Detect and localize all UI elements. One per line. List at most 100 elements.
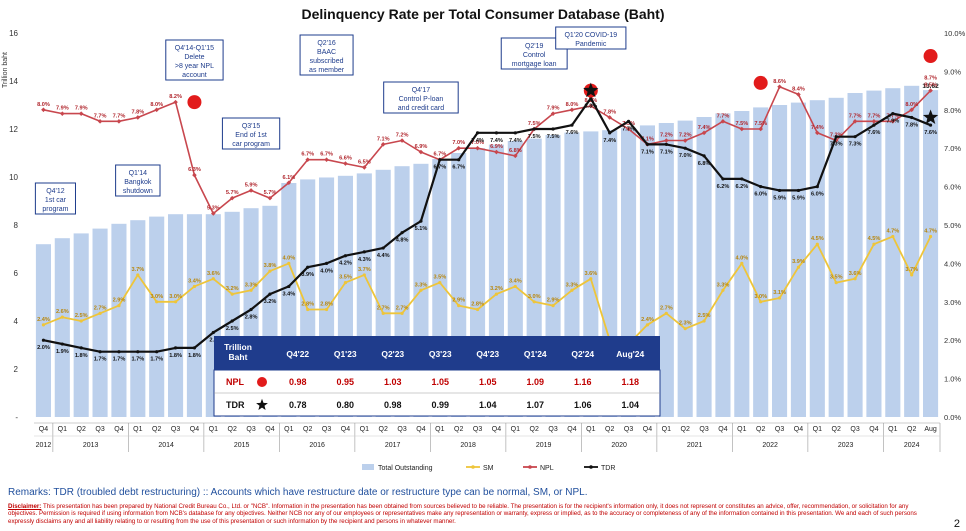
bar-total-outstanding bbox=[130, 220, 146, 417]
x-tick-label: Q4 bbox=[718, 426, 727, 433]
data-label-tdr: 7.9% bbox=[886, 119, 899, 125]
data-label-npl: 6.6% bbox=[339, 156, 352, 162]
data-point-sm bbox=[306, 307, 310, 312]
data-point-npl bbox=[154, 107, 159, 113]
right-axis-tick: 9.0% bbox=[944, 67, 961, 76]
annotation-text: BAAC bbox=[317, 49, 336, 56]
data-point-tdr bbox=[872, 123, 876, 127]
data-label-npl: 7.7% bbox=[849, 113, 862, 119]
data-point-npl bbox=[343, 161, 348, 166]
data-point-npl bbox=[909, 107, 914, 113]
x-year-label: 2018 bbox=[460, 442, 476, 449]
data-point-npl bbox=[815, 130, 820, 136]
data-label-sm: 3.4% bbox=[509, 278, 522, 284]
data-label-tdr: 4.0% bbox=[320, 268, 333, 274]
data-label-tdr: 5.1% bbox=[415, 226, 428, 232]
legend-marker-tdr bbox=[589, 465, 593, 469]
data-label-sm: 3.0% bbox=[754, 294, 767, 300]
tdr-star-icon bbox=[583, 82, 599, 98]
data-point-npl bbox=[739, 126, 745, 132]
data-label-tdr: 7.4% bbox=[471, 138, 484, 144]
data-point-tdr bbox=[834, 135, 838, 139]
tdr-star-icon bbox=[256, 398, 268, 410]
annotation-text: Q4'14-Q1'15 bbox=[175, 45, 214, 52]
data-point-sm bbox=[249, 288, 253, 292]
x-tick-label: Q2 bbox=[303, 426, 312, 433]
annotation-text: 1st car bbox=[45, 197, 67, 204]
data-label-tdr: 7.6% bbox=[566, 130, 579, 136]
data-label-tdr: 4.3% bbox=[358, 257, 371, 263]
data-point-sm bbox=[834, 281, 838, 285]
data-label-tdr: 4.8% bbox=[396, 238, 409, 244]
data-point-npl bbox=[248, 188, 254, 193]
right-axis-tick: 0.0% bbox=[944, 413, 961, 422]
data-label-sm: 3.2% bbox=[490, 286, 503, 292]
chart-title: Delinquency Rate per Total Consumer Data… bbox=[301, 6, 665, 22]
x-tick-label: Q2 bbox=[756, 426, 765, 433]
data-point-npl bbox=[758, 126, 763, 132]
bar-total-outstanding bbox=[809, 100, 825, 417]
data-point-npl bbox=[399, 138, 405, 143]
table-cell: 0.98 bbox=[289, 377, 307, 387]
right-axis-tick: 6.0% bbox=[944, 183, 961, 192]
data-label-npl: 6.7% bbox=[320, 152, 333, 158]
bar-total-outstanding bbox=[73, 233, 89, 417]
data-point-tdr bbox=[759, 185, 763, 189]
data-label-sm: 2.6% bbox=[56, 309, 69, 315]
data-point-npl bbox=[116, 119, 122, 124]
data-label-tdr: 7.4% bbox=[603, 138, 616, 144]
bar-total-outstanding bbox=[885, 88, 901, 417]
left-axis-tick: 4 bbox=[14, 317, 19, 326]
data-label-npl: 7.4% bbox=[811, 125, 824, 131]
data-point-tdr bbox=[41, 338, 46, 342]
data-point-sm bbox=[173, 300, 178, 304]
data-point-tdr bbox=[457, 158, 461, 162]
bar-total-outstanding bbox=[904, 85, 920, 418]
x-year-label: 2012 bbox=[36, 442, 52, 449]
table-cell: 0.99 bbox=[431, 400, 449, 410]
data-point-sm bbox=[324, 307, 329, 312]
legend-label: Total Outstanding bbox=[378, 465, 433, 472]
data-label-npl: 5.7% bbox=[264, 190, 277, 196]
table-cell: 0.78 bbox=[289, 400, 307, 410]
data-label-sm: 2.8% bbox=[471, 301, 484, 307]
table-corner-label: Trillion bbox=[224, 342, 252, 352]
data-point-tdr bbox=[230, 319, 234, 323]
x-tick-label: Q2 bbox=[152, 426, 161, 433]
x-tick-label: Q1 bbox=[284, 426, 293, 433]
npl-marker-icon bbox=[753, 75, 768, 90]
bar-total-outstanding bbox=[923, 90, 939, 418]
x-tick-label: Q2 bbox=[681, 426, 690, 433]
table-cell: 1.09 bbox=[526, 377, 544, 387]
annotation-text: mortgage loan bbox=[512, 61, 557, 68]
table-column-header: Q1'24 bbox=[524, 349, 547, 359]
annotation-text: and credit card bbox=[398, 105, 444, 112]
data-label-sm: 2.4% bbox=[37, 317, 50, 323]
x-tick-label: Q4 bbox=[869, 426, 878, 433]
x-tick-label: Q4 bbox=[794, 426, 803, 433]
data-label-tdr: 6.7% bbox=[452, 165, 465, 171]
disclaimer-text: This presentation has been prepared by N… bbox=[8, 503, 917, 525]
data-point-sm bbox=[419, 288, 423, 292]
data-point-tdr bbox=[155, 350, 159, 354]
data-point-sm bbox=[853, 277, 857, 281]
data-point-tdr bbox=[551, 127, 555, 131]
data-point-npl bbox=[192, 172, 197, 178]
data-label-sm: 3.5% bbox=[339, 275, 352, 281]
data-point-sm bbox=[136, 273, 140, 277]
data-label-sm: 3.6% bbox=[584, 271, 597, 277]
data-label-sm: 2.7% bbox=[396, 305, 409, 311]
data-label-npl: 5.9% bbox=[245, 182, 258, 188]
table-cell: 1.04 bbox=[479, 400, 497, 410]
data-label-npl: 8.0% bbox=[566, 102, 579, 108]
x-tick-label: Q1 bbox=[662, 426, 671, 433]
x-tick-label: Q3 bbox=[322, 426, 331, 433]
x-year-label: 2015 bbox=[234, 442, 250, 449]
x-tick-label: Q1 bbox=[435, 426, 444, 433]
legend-label: NPL bbox=[540, 465, 554, 472]
x-tick-label: Q4 bbox=[190, 426, 199, 433]
bar-total-outstanding bbox=[35, 244, 51, 417]
data-label-npl: 7.7% bbox=[113, 113, 126, 119]
npl-marker-icon bbox=[923, 49, 938, 64]
x-tick-label: Q1 bbox=[209, 426, 218, 433]
